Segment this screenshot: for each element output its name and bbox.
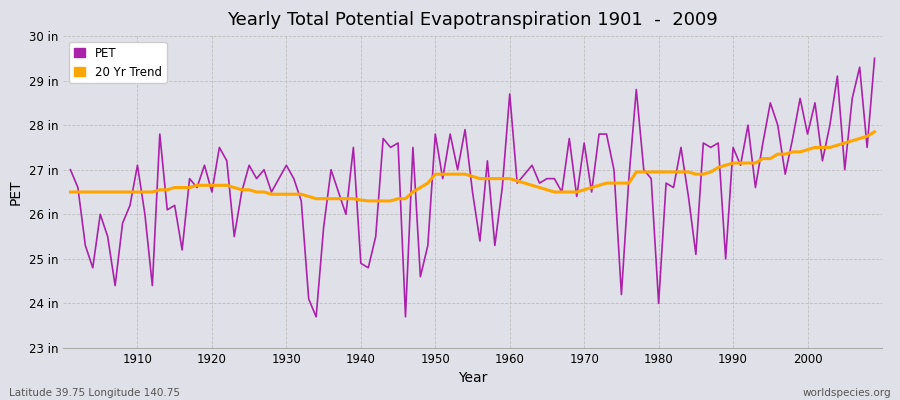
Text: worldspecies.org: worldspecies.org [803,388,891,398]
Text: Latitude 39.75 Longitude 140.75: Latitude 39.75 Longitude 140.75 [9,388,180,398]
X-axis label: Year: Year [458,372,487,386]
Title: Yearly Total Potential Evapotranspiration 1901  -  2009: Yearly Total Potential Evapotranspiratio… [227,11,718,29]
Legend: PET, 20 Yr Trend: PET, 20 Yr Trend [69,42,166,83]
Y-axis label: PET: PET [9,179,23,205]
